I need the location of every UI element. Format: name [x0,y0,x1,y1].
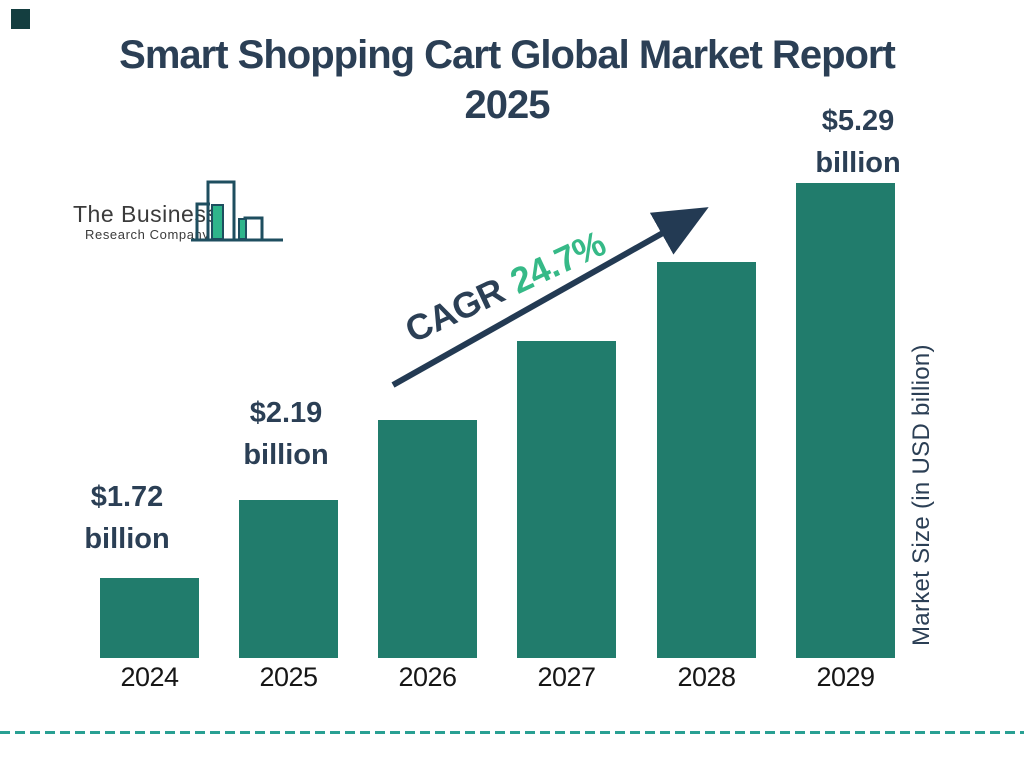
logo-company-name: The Business [73,201,219,227]
logo-company-subname: Research Company [85,227,210,242]
corner-square-decoration [11,9,30,29]
cagr-trend-arrow-icon [380,195,720,405]
value-label-2024-unit: billion [84,523,170,555]
bar-2028 [657,262,756,658]
logo-bar-chart-icon [188,176,285,251]
bar-2027 [517,341,616,658]
x-tick-2027: 2027 [537,662,596,692]
x-tick-2029: 2029 [816,662,875,692]
bottom-dashed-divider [0,731,1024,734]
page-title-line1: Smart Shopping Cart Global Market Report [119,33,896,77]
page-title: Smart Shopping Cart Global Market Report… [0,30,1014,130]
x-tick-2024: 2024 [120,662,179,692]
x-tick-2028: 2028 [677,662,736,692]
value-label-2025: $2.19 billion [201,392,371,476]
bar-2029 [796,183,895,658]
x-tick-2025: 2025 [259,662,318,692]
bar-2025 [239,500,338,658]
y-axis-label: Market Size (in USD billion) [908,344,935,647]
value-label-2024: $1.72 billion [42,476,212,560]
value-label-2024-amount: $1.72 [90,481,164,513]
value-label-2025-unit: billion [243,439,329,471]
value-label-2025-amount: $2.19 [249,397,323,429]
value-label-2029-unit: billion [815,147,901,179]
x-tick-2026: 2026 [398,662,457,692]
value-label-2029: $5.29 billion [773,100,943,184]
bar-2024 [100,578,199,658]
value-label-2029-amount: $5.29 [821,105,895,137]
bar-2026 [378,420,477,658]
page-title-line2: 2025 [464,83,551,127]
